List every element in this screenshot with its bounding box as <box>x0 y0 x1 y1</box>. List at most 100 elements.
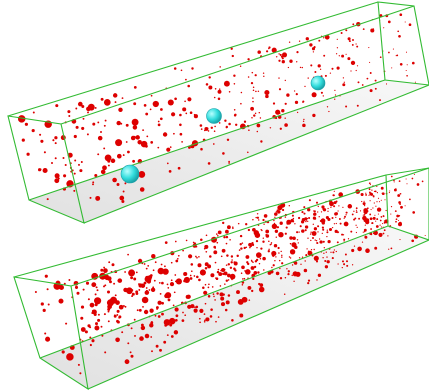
particle <box>143 309 149 315</box>
particle <box>223 271 228 276</box>
particle <box>103 99 111 106</box>
particle <box>297 216 301 220</box>
particle <box>317 225 320 228</box>
particle <box>309 43 313 47</box>
particle <box>173 291 176 294</box>
particle <box>413 173 415 175</box>
particle <box>47 303 50 306</box>
particle <box>310 64 313 67</box>
particle <box>348 40 351 43</box>
bottom-duct-edge-lower-left <box>39 225 389 359</box>
particle <box>364 224 366 226</box>
particle <box>135 290 139 294</box>
particle <box>421 180 424 183</box>
particle <box>343 217 345 219</box>
particle <box>241 265 245 270</box>
particle <box>347 204 353 209</box>
particle <box>124 182 127 185</box>
particle <box>270 242 273 244</box>
particle <box>306 248 308 250</box>
particle <box>295 271 301 277</box>
particle <box>364 235 368 239</box>
particle <box>126 150 130 154</box>
particle <box>279 217 281 220</box>
particle <box>268 46 271 49</box>
particle <box>408 23 412 27</box>
particle <box>365 248 370 253</box>
particle <box>164 241 168 244</box>
particle <box>217 89 222 94</box>
particle <box>203 320 206 323</box>
particle <box>130 135 136 141</box>
particle <box>311 236 315 240</box>
particle <box>24 122 28 126</box>
particle <box>351 213 354 216</box>
particle <box>358 217 361 220</box>
particle <box>262 237 265 239</box>
particle <box>284 232 287 235</box>
particle <box>331 226 334 229</box>
particle <box>94 325 100 331</box>
particle <box>294 223 296 225</box>
particle <box>275 256 277 258</box>
particle <box>390 175 393 178</box>
particle <box>258 111 261 114</box>
particle <box>92 183 94 186</box>
particle <box>281 254 283 257</box>
particle <box>247 228 251 232</box>
particle <box>102 165 107 171</box>
particle <box>323 252 325 254</box>
particle <box>371 222 374 225</box>
particle <box>54 142 57 145</box>
particle <box>303 118 305 121</box>
particle <box>245 269 251 275</box>
particle <box>239 313 244 318</box>
top-duct-edge-upper-left <box>7 1 379 117</box>
particle <box>326 229 328 231</box>
particle <box>248 299 251 301</box>
particle <box>325 251 327 253</box>
particle <box>108 261 111 264</box>
particle <box>242 278 244 280</box>
particle <box>251 117 253 119</box>
particle <box>336 66 340 70</box>
particle <box>281 256 283 258</box>
particle <box>387 235 389 237</box>
particle <box>294 100 299 105</box>
particle <box>275 211 278 213</box>
particle <box>183 276 190 283</box>
particle <box>109 280 112 284</box>
particle <box>210 273 215 278</box>
particle <box>279 53 282 56</box>
particle <box>274 259 276 262</box>
particle <box>75 107 78 110</box>
particle <box>369 72 372 74</box>
particle <box>374 214 376 216</box>
particle <box>272 102 276 105</box>
particle <box>271 266 273 269</box>
particle <box>281 52 288 58</box>
particle <box>388 248 390 250</box>
particle <box>300 263 302 265</box>
bottom-duct-far-face <box>385 167 429 241</box>
particle <box>397 30 400 33</box>
particle <box>177 254 180 257</box>
particle <box>307 220 309 222</box>
particle <box>40 139 44 143</box>
particle <box>252 261 254 264</box>
particle <box>379 234 381 236</box>
particle <box>343 238 346 241</box>
particle <box>204 266 208 270</box>
particle <box>279 277 283 280</box>
particle <box>182 107 187 112</box>
particle <box>308 216 311 220</box>
particle <box>184 314 187 317</box>
particle <box>405 69 407 72</box>
particle <box>190 304 195 309</box>
particle <box>121 97 124 99</box>
particle <box>213 130 216 132</box>
particle <box>256 246 258 249</box>
particle <box>236 254 239 258</box>
particle <box>96 289 99 292</box>
particle <box>232 227 234 230</box>
